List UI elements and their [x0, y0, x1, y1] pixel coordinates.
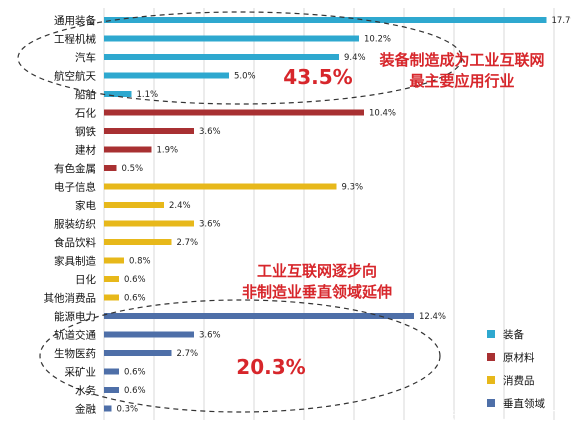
bar: [104, 350, 172, 356]
legend-label: 垂直领域: [503, 397, 545, 410]
value-label: 3.6%: [199, 220, 221, 230]
top-group-ellipse: [17, 11, 463, 105]
value-label: 0.6%: [124, 368, 146, 378]
legend-swatch: [487, 330, 495, 338]
value-label: 10.2%: [364, 35, 391, 45]
bar: [104, 202, 164, 208]
bar: [104, 128, 194, 134]
category-label: 水务: [75, 384, 96, 397]
bar: [104, 220, 194, 227]
value-label: 3.6%: [199, 331, 221, 341]
bar: [104, 17, 547, 23]
bar: [104, 239, 172, 245]
category-label: 生物医药: [54, 347, 96, 360]
category-label: 采矿业: [65, 366, 97, 379]
value-label: 0.3%: [117, 405, 139, 415]
top-note-line1: 装备制造成为工业互联网: [378, 51, 544, 69]
bar: [104, 331, 194, 338]
category-label: 航空航天: [54, 70, 96, 83]
category-label: 金融: [75, 403, 96, 416]
category-label: 石化: [75, 107, 96, 120]
value-label: 12.4%: [419, 312, 446, 322]
category-label: 电子信息: [54, 181, 96, 194]
category-label: 日化: [75, 273, 96, 286]
category-label: 家电: [75, 199, 96, 212]
bar: [104, 183, 337, 190]
bar: [104, 165, 117, 171]
value-label: 0.6%: [124, 386, 146, 396]
legend-label: 消费品: [503, 374, 535, 387]
top-note-line2: 最主要应用行业: [409, 72, 514, 90]
legend-swatch: [487, 399, 495, 407]
bar: [104, 294, 119, 301]
bar: [104, 387, 119, 393]
value-label: 0.8%: [129, 257, 151, 267]
bar: [104, 276, 119, 282]
value-label: 2.7%: [177, 349, 199, 359]
category-label: 能源电力: [54, 310, 96, 323]
value-label: 0.6%: [124, 275, 146, 285]
bottom-group-ellipse: [39, 299, 441, 413]
bottom-total-label: 20.3%: [236, 355, 305, 379]
value-label: 9.3%: [342, 183, 364, 193]
value-label: 2.7%: [177, 238, 199, 248]
category-label: 建材: [75, 144, 96, 157]
category-label: 服装纺织: [54, 218, 96, 231]
bar: [104, 313, 414, 319]
value-label: 3.6%: [199, 127, 221, 137]
bar: [104, 405, 112, 412]
legend-label: 原材料: [503, 351, 535, 364]
bars: [104, 17, 547, 412]
bar: [104, 54, 339, 60]
category-label: 有色金属: [54, 162, 96, 175]
value-label: 10.4%: [369, 109, 396, 119]
category-label: 家具制造: [54, 255, 96, 268]
bar: [104, 257, 124, 264]
value-label: 1.9%: [157, 146, 179, 156]
legend-swatch: [487, 376, 495, 384]
value-label: 2.4%: [169, 201, 191, 211]
legend-label: 装备: [503, 328, 524, 341]
legend-swatch: [487, 353, 495, 361]
value-label: 17.7%: [552, 16, 571, 26]
category-label: 其他消费品: [44, 292, 97, 305]
watermark: 知乎 @PLATTMATE: [448, 408, 565, 424]
value-label: 9.4%: [344, 53, 366, 63]
category-label: 通用装备: [54, 14, 96, 27]
value-label: 0.6%: [124, 294, 146, 304]
category-label: 食品饮料: [54, 236, 96, 249]
value-label: 1.1%: [137, 90, 159, 100]
value-label: 5.0%: [234, 72, 256, 82]
mid-note-line2: 非制造业垂直领域延伸: [242, 283, 392, 301]
category-label: 船舶: [75, 88, 96, 101]
category-label: 工程机械: [54, 33, 96, 46]
bar: [104, 146, 152, 153]
value-label: 0.5%: [122, 164, 144, 174]
mid-note-line1: 工业互联网逐步向: [257, 262, 377, 280]
category-label: 钢铁: [75, 125, 96, 138]
bar: [104, 368, 119, 375]
value-labels: 17.7% 10.2% 9.4% 5.0% 1.1% 10.4% 3.6% 1.9% 0.5% 9…: [117, 16, 571, 415]
top-total-label: 43.5%: [283, 65, 352, 89]
category-labels: 通用装备工程机械汽车航空航天船舶石化钢铁建材有色金属电子信息家电服装纺织食品饮料…: [44, 14, 97, 416]
bar: [104, 109, 364, 116]
bar: [104, 72, 229, 79]
category-label: 汽车: [75, 51, 96, 64]
bar: [104, 91, 132, 97]
category-label: 轨道交通: [54, 329, 96, 342]
bar: [104, 35, 359, 42]
